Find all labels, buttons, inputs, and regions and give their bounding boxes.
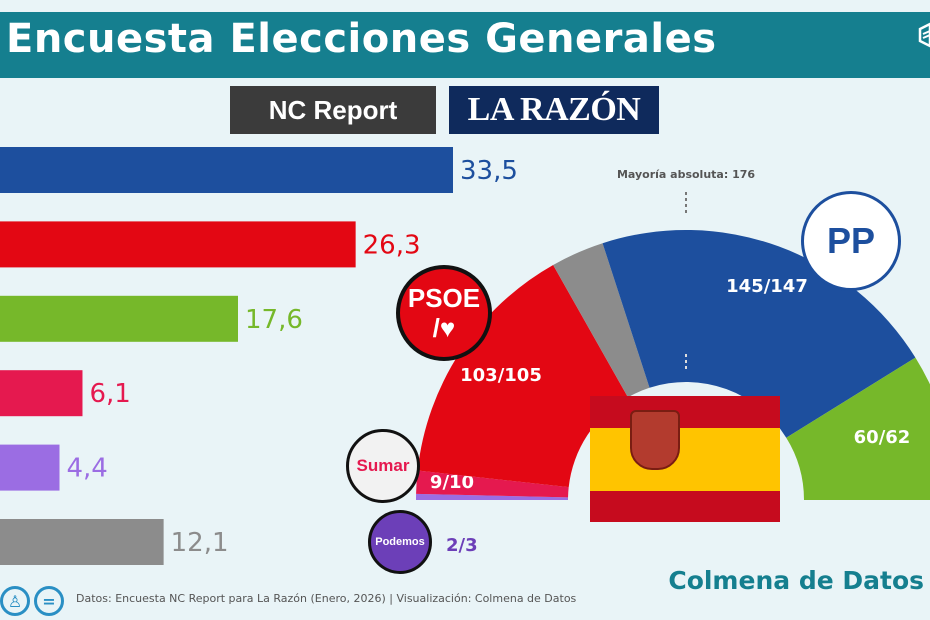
- bar-podemos: [0, 444, 60, 491]
- newspaper-logo: LA RAZÓN: [449, 86, 659, 134]
- bar-psoe: [0, 221, 356, 268]
- psoe-logo-heart: /♥: [432, 313, 456, 343]
- bar-sumar: [0, 370, 83, 417]
- seat-label-podemos: 2/3: [446, 535, 478, 556]
- person-icon: ♙: [0, 586, 30, 616]
- pp-logo: PP: [801, 191, 901, 291]
- seat-segment-otros: [553, 243, 650, 398]
- seat-label-psoe: 103/105: [460, 365, 542, 386]
- equal-icon: =: [34, 586, 64, 616]
- seat-label-vox: 60/62: [854, 427, 911, 448]
- bar-value-label: 26,3: [363, 230, 421, 260]
- page-title: Encuesta Elecciones Generales: [6, 16, 717, 62]
- coat-of-arms-icon: [630, 409, 680, 470]
- flag-red-stripe: [590, 490, 780, 522]
- bar-value-label: 12,1: [171, 528, 229, 558]
- flag-red-stripe: [590, 396, 780, 428]
- source-note: Datos: Encuesta NC Report para La Razón …: [76, 592, 577, 605]
- bar-vox: [0, 295, 238, 342]
- seat-segment-vox: [786, 357, 930, 500]
- podemos-logo: Podemos: [368, 510, 432, 574]
- bar-value-label: 17,6: [245, 305, 303, 335]
- seat-segment-psoe: [417, 264, 628, 488]
- sumar-logo: Sumar: [346, 429, 420, 503]
- psoe-logo-text: PSOE: [407, 283, 481, 313]
- seat-label-pp: 145/147: [726, 276, 808, 297]
- majority-label: Mayoría absoluta: 176: [617, 168, 755, 181]
- pollster-badge: NC Report: [230, 86, 436, 134]
- title-band: [0, 12, 930, 78]
- bar-value-label: 33,5: [460, 156, 518, 186]
- hexagon-logo-icon: [918, 22, 930, 48]
- seat-segment-podemos: [416, 493, 569, 500]
- spain-flag: [590, 396, 780, 522]
- psoe-logo: PSOE /♥: [396, 265, 492, 361]
- flag-yellow-stripe: [590, 409, 780, 491]
- bar-value-label: 6,1: [89, 379, 130, 409]
- bar-pp: [0, 147, 453, 193]
- seat-label-sumar: 9/10: [430, 472, 474, 493]
- brand-name: Colmena de Datos: [668, 566, 924, 595]
- seat-segment-sumar: [416, 470, 569, 498]
- bar-otros: [0, 519, 164, 565]
- bar-value-label: 4,4: [66, 454, 107, 484]
